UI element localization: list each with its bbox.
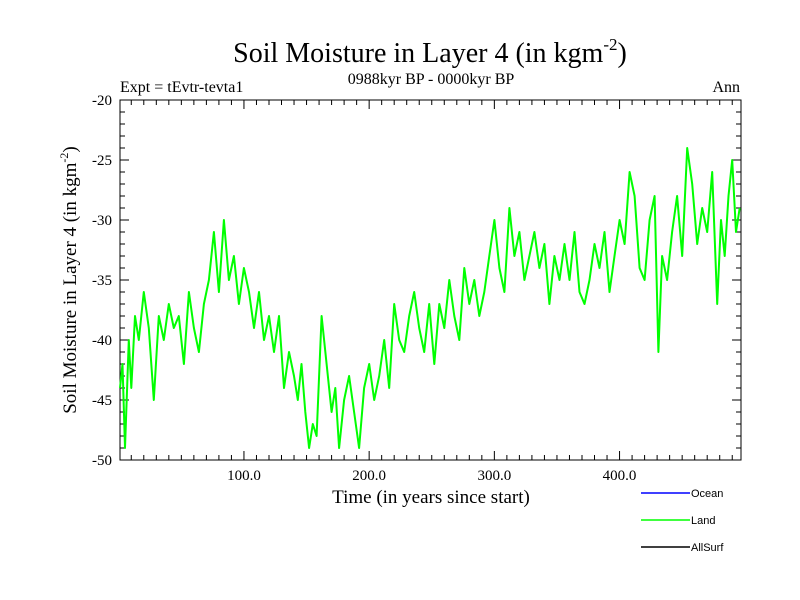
experiment-label: Expt = tEvtr-tevta1: [120, 79, 243, 96]
y-tick-label: -35: [92, 273, 112, 289]
series-layer: [119, 147, 741, 449]
x-axis-label: Time (in years since start): [332, 487, 530, 508]
y-tick-label: -30: [92, 213, 112, 229]
chart-title: Soil Moisture in Layer 4 (in kgm-2): [233, 35, 627, 69]
series-line-land: [119, 147, 741, 449]
time-range-label: 0988kyr BP - 0000kyr BP: [348, 71, 515, 88]
x-tick-label: 200.0: [352, 468, 386, 484]
y-axis-label: Soil Moisture in Layer 4 (in kgm-2): [57, 146, 81, 414]
legend-label-allsurf: AllSurf: [691, 542, 724, 554]
x-tick-label: 300.0: [477, 468, 511, 484]
y-tick-label: -20: [92, 93, 112, 109]
y-tick-label: -45: [92, 393, 112, 409]
x-tick-label: 100.0: [227, 468, 261, 484]
y-tick-label: -25: [92, 153, 112, 169]
y-axis: -20 -25 -30 -35 -40 -45 -50: [92, 93, 741, 469]
plot-frame: [119, 99, 742, 461]
y-tick-label: -50: [92, 453, 112, 469]
season-label: Ann: [712, 79, 740, 96]
x-axis: 100.0 200.0 300.0 400.0: [130, 100, 733, 484]
y-tick-label: -40: [92, 333, 112, 349]
legend-label-ocean: Ocean: [691, 488, 723, 500]
legend: Ocean Land AllSurf: [641, 488, 724, 554]
legend-label-land: Land: [691, 515, 715, 527]
x-tick-label: 400.0: [603, 468, 637, 484]
